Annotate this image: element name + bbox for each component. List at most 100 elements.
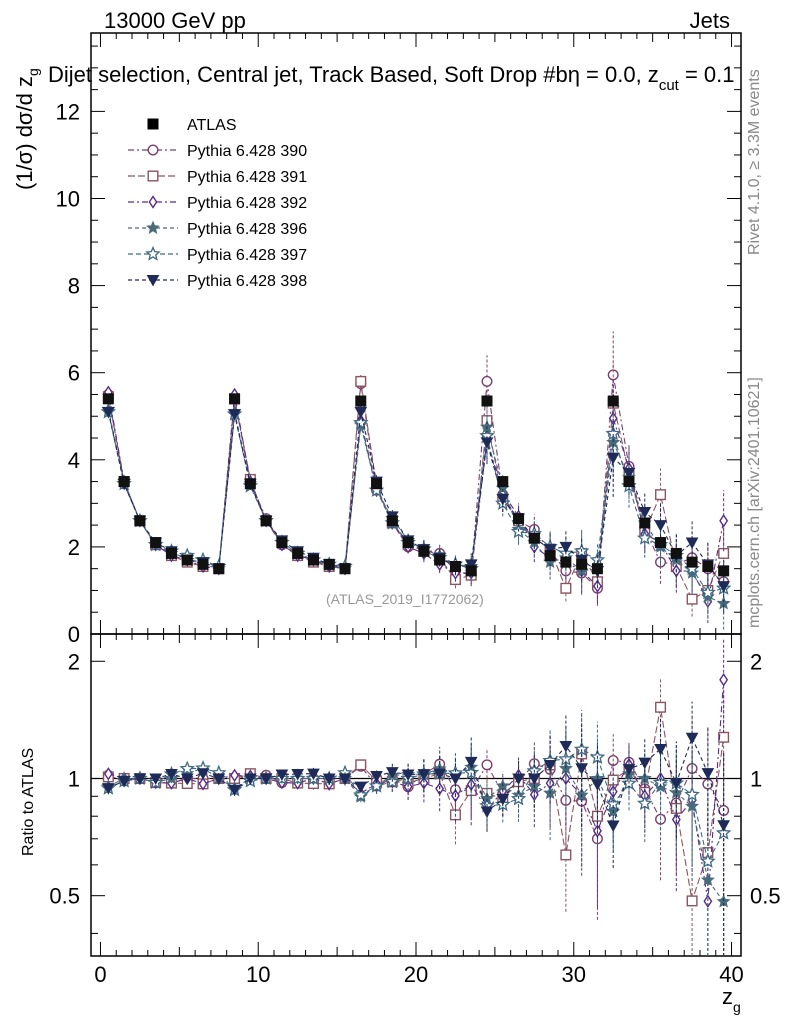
- legend-label-4: Pythia 6.428 396: [187, 221, 307, 238]
- series-6-ratio-point: [322, 773, 336, 786]
- atlas-data-point: [449, 560, 461, 572]
- series-6-ratio-point: [102, 783, 115, 795]
- atlas-data-point: [591, 563, 603, 575]
- series-6-ratio-point: [496, 794, 510, 806]
- ratio-tick-label-left: 1: [68, 766, 80, 791]
- series-6-ratio-point: [275, 769, 289, 782]
- atlas-data-point: [402, 537, 414, 549]
- series-6-ratio-point: [606, 820, 620, 833]
- y-tick-label: 2: [68, 535, 80, 560]
- legend-label-atlas: ATLAS: [187, 117, 237, 134]
- atlas-data-point: [418, 545, 430, 557]
- atlas-data-point: [371, 478, 383, 490]
- series-2-ratio: [102, 678, 730, 956]
- series-6-point: [228, 409, 241, 421]
- series-6-ratio-point: [259, 773, 273, 786]
- atlas-data-point: [150, 537, 162, 549]
- atlas-data-point: [513, 513, 525, 525]
- series-4-line: [107, 409, 724, 605]
- atlas-data-point: [102, 393, 114, 405]
- legend-marker-3: [148, 195, 158, 209]
- series-4-point: [685, 565, 700, 579]
- series-6-point: [354, 406, 368, 419]
- atlas-data-point: [134, 515, 146, 527]
- series-5-line: [107, 411, 724, 594]
- x-tick-label: 30: [562, 962, 586, 987]
- series-6-ratio-point: [575, 763, 589, 775]
- series-6-ratio-point: [622, 764, 636, 776]
- series-6-ratio-point: [417, 769, 431, 781]
- series-3-ratio-point: [419, 776, 429, 790]
- y-tick-label: 6: [68, 361, 80, 386]
- series-3-ratio: [103, 639, 729, 956]
- atlas-data-point: [213, 563, 225, 575]
- series-6-ratio-point: [338, 773, 352, 786]
- ratio-tick-label-right: 2: [750, 649, 762, 674]
- series-3-ratio-point: [703, 894, 713, 909]
- series-5-point: [637, 530, 653, 545]
- atlas-data-point: [481, 395, 493, 407]
- series-6-ratio-point: [149, 773, 163, 786]
- series-4-ratio: [101, 733, 731, 956]
- series-6-main: [102, 405, 730, 613]
- series-6-ratio-point: [527, 773, 541, 786]
- series-6-point: [543, 544, 557, 556]
- series-6-ratio-point: [291, 768, 305, 781]
- series-6-point: [496, 493, 510, 506]
- series-6-ratio-point: [228, 784, 241, 797]
- series-6-point: [606, 452, 620, 465]
- ratio-tick-label-left: 2: [68, 649, 80, 674]
- atlas-data-point: [244, 478, 256, 490]
- series-5-ratio-point: [179, 760, 195, 776]
- series-6-ratio-point: [196, 768, 210, 780]
- x-axis-label-sub: g: [733, 999, 741, 1015]
- series-6-ratio-point: [133, 773, 147, 786]
- series-2-point: [686, 593, 698, 605]
- series-6-ratio-point: [717, 820, 730, 832]
- legend-marker-2: [147, 170, 159, 182]
- atlas-data-point: [465, 565, 477, 577]
- series-5-ratio-point: [353, 786, 369, 802]
- atlas-data-point: [623, 476, 635, 488]
- series-3-ratio-point: [719, 672, 729, 687]
- atlas-data-point: [607, 395, 619, 407]
- analysis-watermark: (ATLAS_2019_I1772062): [326, 591, 484, 607]
- legend-label-1: Pythia 6.428 390: [187, 143, 307, 160]
- series-6-ratio-point: [449, 773, 462, 786]
- atlas-data-point: [307, 554, 319, 566]
- x-tick-label: 10: [246, 962, 270, 987]
- legend-marker-5: [145, 245, 161, 261]
- series-1-ratio: [102, 718, 730, 920]
- series-6-point: [685, 537, 699, 550]
- series-6-ratio-point: [669, 778, 683, 790]
- series-2-point: [355, 375, 367, 387]
- ratio-tick-label-right: 0.5: [750, 884, 781, 909]
- series-6-ratio-point: [433, 768, 447, 781]
- y-tick-label: 10: [56, 186, 80, 211]
- series-5-point: [700, 584, 716, 600]
- series-6-point: [559, 541, 573, 554]
- atlas-data-point: [339, 563, 351, 575]
- series-5-ratio-point: [463, 764, 480, 780]
- x-axis-label-main: z: [722, 984, 733, 1009]
- series-6-ratio-point: [638, 757, 652, 770]
- atlas-data-point: [528, 532, 540, 544]
- series-6-ratio-point: [307, 768, 320, 781]
- atlas-data-point: [560, 556, 572, 568]
- series-6-ratio: [102, 701, 730, 956]
- legend-label-5: Pythia 6.428 397: [187, 247, 307, 264]
- series-6-point: [654, 520, 667, 532]
- x-axis-label: zg: [722, 984, 741, 1015]
- series-6-point: [480, 437, 494, 449]
- series-6-ratio-point: [701, 768, 715, 780]
- series-6-ratio-point: [559, 740, 573, 753]
- series-2-ratio-line: [108, 707, 725, 902]
- series-6-ratio-point: [591, 779, 604, 791]
- x-tick-label: 40: [719, 962, 743, 987]
- series-6-ratio-point: [480, 806, 494, 819]
- series-2-point: [655, 489, 667, 501]
- plot-title-extra: η = 0.0, z: [567, 62, 659, 87]
- atlas-data-point: [323, 558, 335, 570]
- series-6-point: [464, 559, 478, 571]
